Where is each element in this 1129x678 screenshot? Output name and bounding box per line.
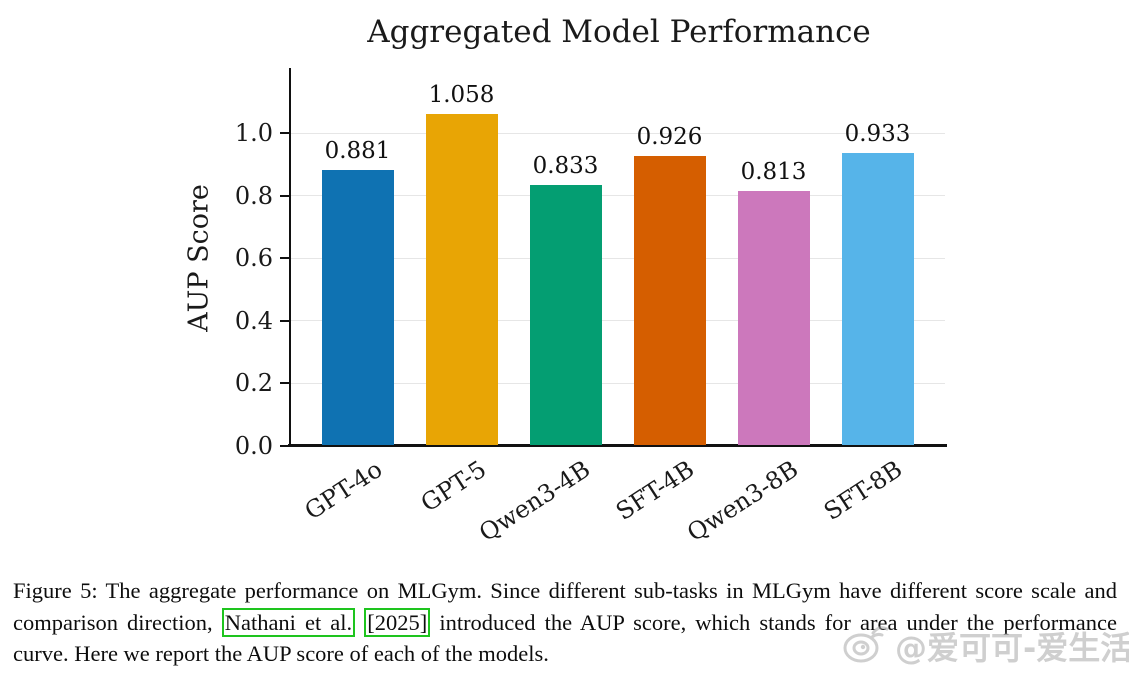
ytick-label-0.0: 0.0 xyxy=(234,431,273,460)
bar-sft-4b xyxy=(633,155,706,445)
ytick-label-0.8: 0.8 xyxy=(234,181,273,210)
xtick-label-gpt-5: GPT-5 xyxy=(415,455,491,518)
xtick-label-qwen3-4b: Qwen3-4B xyxy=(473,455,595,548)
gridline-0.6 xyxy=(291,257,945,259)
citation-link-year[interactable]: [2025] xyxy=(364,607,431,637)
bar-sft-8b xyxy=(841,153,914,445)
bar-value-sft-4b: 0.926 xyxy=(636,123,703,150)
bar-value-gpt-5: 1.058 xyxy=(428,82,495,109)
ytick-mark-0.6 xyxy=(280,257,289,259)
ytick-label-0.4: 0.4 xyxy=(234,306,273,335)
caption-text-3: introduced the AUP score, which stands f… xyxy=(13,609,1118,667)
x-axis-spine xyxy=(288,444,947,447)
ytick-mark-0.2 xyxy=(280,382,289,384)
gridline-0.2 xyxy=(291,382,945,384)
ytick-label-0.6: 0.6 xyxy=(234,244,273,272)
xtick-label-qwen3-8b: Qwen3-8B xyxy=(681,455,803,548)
y-axis-spine xyxy=(289,68,291,447)
bar-value-gpt-4o: 0.881 xyxy=(324,137,391,164)
bar-qwen3-8b xyxy=(737,190,810,445)
gridline-0.8 xyxy=(291,195,945,196)
plot-area: 0.0 0.2 0.4 0.6 0.8 1.0 0.881 GPT-4o 1.058 GPT-5 0… xyxy=(235,68,947,547)
ytick-label-1.0: 1.0 xyxy=(234,119,273,147)
ytick-mark-0.8 xyxy=(280,194,289,197)
caption-text-2 xyxy=(355,610,364,635)
bar-qwen3-4b xyxy=(529,184,602,445)
ytick-mark-1.0 xyxy=(280,132,289,134)
bar-value-sft-8b: 0.933 xyxy=(844,121,911,148)
xtick-label-sft-8b: SFT-8B xyxy=(818,455,907,526)
bar-value-qwen3-4b: 0.833 xyxy=(532,152,599,179)
y-axis-label: AUP Score xyxy=(183,184,215,332)
ytick-mark-0.0 xyxy=(280,444,289,447)
ytick-mark-0.4 xyxy=(280,319,289,322)
caption-text-1: Figure 5: The aggregate performance on M… xyxy=(13,578,1117,635)
gridline-1.0 xyxy=(291,132,945,134)
bar-value-qwen3-8b: 0.813 xyxy=(740,158,807,185)
ytick-label-0.2: 0.2 xyxy=(234,369,273,397)
xtick-label-sft-4b: SFT-4B xyxy=(610,455,699,526)
gridline-0.4 xyxy=(291,320,945,321)
figure-caption: Figure 5: The aggregate performance on M… xyxy=(13,575,1117,670)
xtick-label-gpt-4o: GPT-4o xyxy=(299,455,387,526)
citation-link-author[interactable]: Nathani et al. xyxy=(221,607,356,637)
chart-title: Aggregated Model Performance xyxy=(367,14,871,50)
bar-gpt-4o xyxy=(321,169,394,445)
bar-gpt-5 xyxy=(425,114,498,445)
